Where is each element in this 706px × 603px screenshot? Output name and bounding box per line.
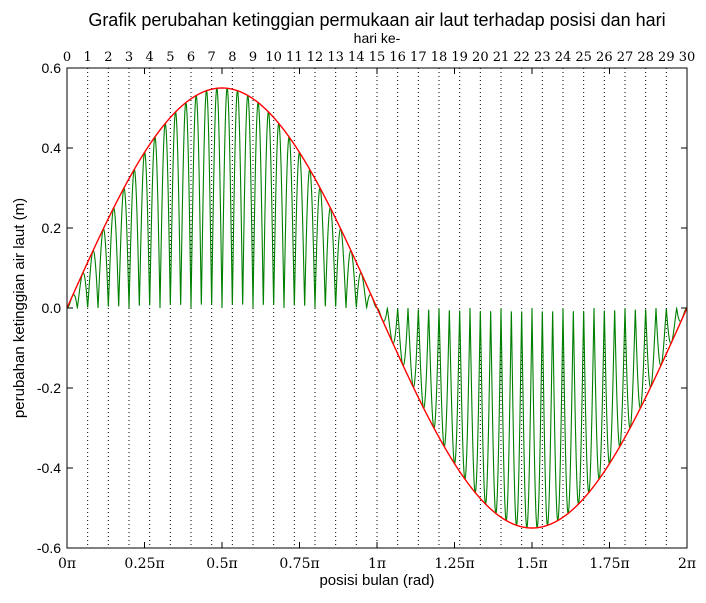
y-tick-label: -0.6 xyxy=(37,540,61,556)
x-tick-label: 0.25π xyxy=(124,556,164,572)
top-tick-label: 20 xyxy=(472,50,489,65)
top-tick-label: 7 xyxy=(208,50,216,65)
top-tick-label: 13 xyxy=(327,50,344,65)
chart-title: Grafik perubahan ketinggian permukaan ai… xyxy=(88,10,665,30)
x-tick-label: 2π xyxy=(678,556,696,572)
y-tick-label: 0.2 xyxy=(42,220,62,236)
top-tick-label: 4 xyxy=(146,50,154,65)
top-tick-label: 15 xyxy=(369,50,386,65)
top-tick-label: 28 xyxy=(637,50,654,65)
y-axis-label: perubahan ketinggian air laut (m) xyxy=(11,198,28,418)
top-tick-label: 30 xyxy=(679,50,696,65)
top-tick-labels: 0 1 2 3 4 5 6 7 8 9 10 11 12 13 14 15 16 17 18 19 20 21 22 23 24… xyxy=(63,50,695,65)
top-tick-label: 19 xyxy=(451,50,468,65)
top-tick-label: 18 xyxy=(431,50,448,65)
top-tick-label: 1 xyxy=(84,50,92,65)
top-tick-label: 11 xyxy=(286,50,303,65)
plot-area xyxy=(66,87,688,529)
x-tick-label: 0.5π xyxy=(206,556,237,572)
x-tick-label: 1π xyxy=(368,556,386,572)
top-tick-label: 22 xyxy=(513,50,530,65)
top-tick-label: 17 xyxy=(410,50,427,65)
x-axis-label: posisi bulan (rad) xyxy=(319,572,434,589)
x-tick-label: 1.75π xyxy=(589,556,629,572)
x-tick-labels: 0π 0.25π 0.5π 0.75π 1π 1.25π 1.5π 1.75π 2π xyxy=(58,556,696,572)
top-tick-label: 14 xyxy=(348,50,365,65)
x-tick-label: 0π xyxy=(58,556,76,572)
top-tick-label: 26 xyxy=(596,50,613,65)
y-tick-label: 0.0 xyxy=(42,300,62,316)
top-tick-label: 12 xyxy=(307,50,324,65)
y-tick-label: 0.4 xyxy=(42,140,62,156)
top-tick-label: 24 xyxy=(555,50,572,65)
top-tick-label: 23 xyxy=(534,50,551,65)
top-tick-label: 25 xyxy=(575,50,592,65)
series-envelope-line xyxy=(66,87,688,529)
tick-marks xyxy=(66,67,688,549)
y-tick-label: -0.4 xyxy=(37,460,61,476)
top-tick-label: 0 xyxy=(63,50,71,65)
top-axis-label: hari ke- xyxy=(354,30,401,46)
top-tick-label: 3 xyxy=(125,50,133,65)
top-tick-label: 2 xyxy=(104,50,112,65)
top-tick-label: 5 xyxy=(166,50,174,65)
top-tick-label: 8 xyxy=(228,50,236,65)
top-tick-label: 16 xyxy=(389,50,406,65)
top-tick-label: 6 xyxy=(187,50,195,65)
x-tick-label: 1.5π xyxy=(516,556,547,572)
top-tick-label: 21 xyxy=(493,50,510,65)
y-tick-labels: 0.6 0.4 0.2 0.0 -0.2 -0.4 -0.6 xyxy=(37,60,61,556)
x-tick-label: 0.75π xyxy=(279,556,319,572)
y-tick-label: 0.6 xyxy=(42,60,62,76)
x-tick-label: 1.25π xyxy=(434,556,474,572)
y-tick-label: -0.2 xyxy=(37,380,61,396)
top-tick-label: 27 xyxy=(617,50,634,65)
top-tick-label: 10 xyxy=(265,50,282,65)
top-tick-label: 9 xyxy=(249,50,257,65)
top-tick-label: 29 xyxy=(658,50,675,65)
